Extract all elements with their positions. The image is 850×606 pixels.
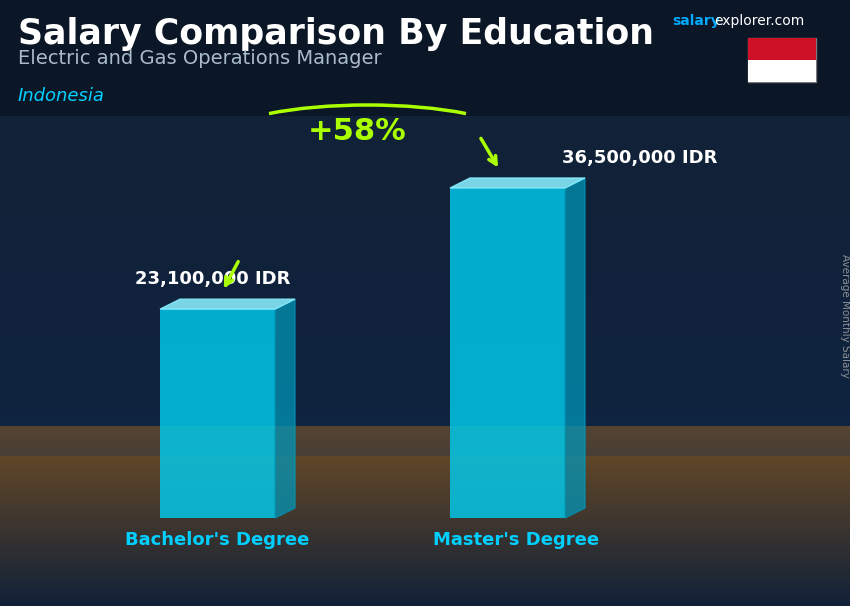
Polygon shape xyxy=(160,299,295,309)
Text: explorer.com: explorer.com xyxy=(714,14,804,28)
Text: Electric and Gas Operations Manager: Electric and Gas Operations Manager xyxy=(18,50,382,68)
Bar xyxy=(748,38,816,60)
Text: 36,500,000 IDR: 36,500,000 IDR xyxy=(563,149,718,167)
Text: Salary Comparison By Education: Salary Comparison By Education xyxy=(18,17,654,51)
Text: salary: salary xyxy=(672,14,720,28)
Text: 23,100,000 IDR: 23,100,000 IDR xyxy=(135,270,290,288)
Text: Master's Degree: Master's Degree xyxy=(434,531,599,549)
Text: Bachelor's Degree: Bachelor's Degree xyxy=(125,531,309,549)
Bar xyxy=(0,0,850,116)
Bar xyxy=(160,309,275,518)
Polygon shape xyxy=(450,178,585,188)
Bar xyxy=(748,60,816,82)
Polygon shape xyxy=(275,299,295,518)
Text: Average Monthly Salary: Average Monthly Salary xyxy=(840,254,850,378)
Text: Indonesia: Indonesia xyxy=(18,87,105,105)
Bar xyxy=(748,38,816,82)
Polygon shape xyxy=(565,178,585,518)
Text: +58%: +58% xyxy=(308,118,407,147)
Bar xyxy=(450,188,565,518)
